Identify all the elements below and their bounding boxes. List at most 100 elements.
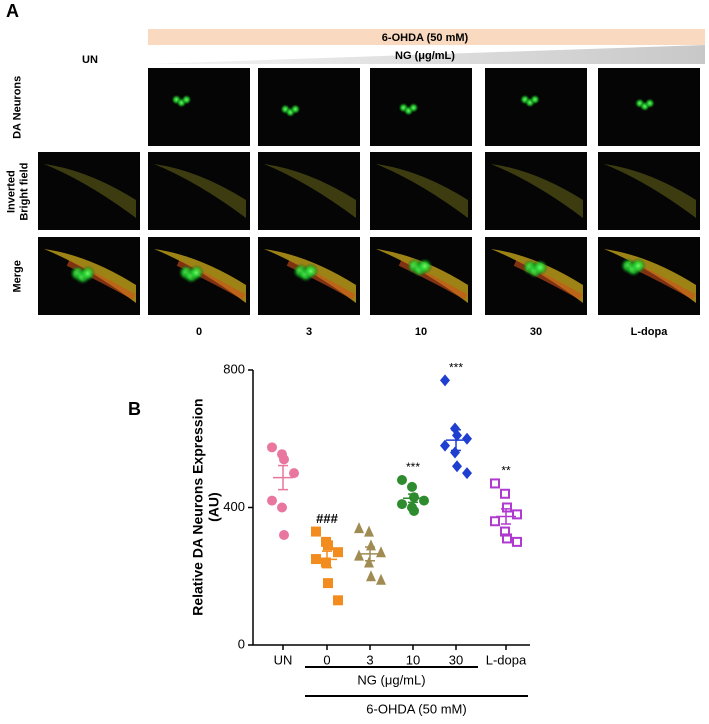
worm-body — [154, 164, 246, 218]
dot — [311, 554, 321, 565]
micrograph — [258, 68, 360, 146]
significance: *** — [449, 360, 463, 374]
dot — [354, 522, 364, 534]
untreated-label: UN — [82, 54, 98, 66]
treatment-bar — [148, 29, 705, 45]
dot — [407, 481, 417, 492]
neuron-glow — [79, 265, 96, 282]
x-tick-label: 3 — [366, 652, 373, 667]
dot — [462, 432, 472, 445]
y-tick-label: 400 — [223, 499, 245, 514]
dot — [279, 530, 289, 540]
dot — [311, 526, 321, 537]
worm — [604, 249, 696, 303]
worm-body — [604, 249, 696, 303]
dot — [267, 442, 277, 453]
dot — [333, 595, 343, 606]
worm — [264, 164, 356, 218]
gradient-wedge — [148, 45, 705, 64]
worm — [171, 94, 192, 108]
worm-body — [376, 164, 468, 218]
column-label: 0 — [196, 326, 202, 338]
worm — [44, 164, 136, 218]
micrograph — [38, 152, 140, 230]
worm-body — [154, 249, 246, 303]
worm — [154, 249, 246, 303]
dot — [364, 525, 374, 537]
worm — [398, 102, 419, 116]
micrograph — [598, 152, 700, 230]
dot — [512, 536, 522, 547]
dot — [323, 540, 333, 551]
dot — [500, 488, 510, 499]
x-tick-label: L-dopa — [486, 652, 527, 667]
dot — [502, 533, 512, 544]
dot — [462, 467, 472, 480]
neuron-glow — [188, 264, 205, 281]
significance: ### — [316, 511, 338, 526]
dot — [323, 578, 333, 589]
dot — [450, 446, 460, 459]
x-tick-label: 30 — [449, 652, 463, 667]
worm-gut — [66, 260, 136, 300]
worm — [44, 249, 136, 303]
neuron-glow — [408, 102, 419, 113]
dot — [279, 454, 289, 465]
micrograph — [370, 152, 472, 230]
dot — [376, 573, 386, 585]
dot — [397, 475, 407, 485]
dot — [366, 570, 376, 582]
significance: *** — [406, 460, 420, 474]
dot — [354, 549, 364, 561]
neuron-glow — [416, 258, 433, 275]
worm — [280, 104, 301, 118]
y-axis-label: Relative DA Neurons Expression (AU) — [188, 398, 221, 616]
dot — [500, 526, 510, 537]
micrograph — [258, 152, 360, 230]
x-tick-label: UN — [274, 652, 293, 667]
dot — [490, 478, 500, 489]
row-label: Inverted Bright field — [5, 162, 30, 221]
dot — [267, 495, 277, 506]
panel-label: B — [128, 399, 141, 419]
worm — [154, 164, 246, 218]
micrograph — [485, 68, 587, 146]
x-tick-label: 0 — [323, 652, 330, 667]
worm — [491, 164, 583, 218]
dot — [289, 468, 299, 479]
neuron-glow — [302, 263, 319, 280]
dot — [512, 509, 522, 520]
y-tick-label: 0 — [238, 636, 245, 651]
dot — [452, 460, 462, 473]
worm-gut — [286, 260, 356, 300]
column-label: 10 — [415, 326, 427, 338]
worm — [376, 164, 468, 218]
worm-body — [604, 164, 696, 218]
dot — [440, 439, 450, 452]
dot — [452, 429, 462, 442]
micrograph — [485, 152, 587, 230]
dot — [440, 374, 450, 387]
worm — [604, 164, 696, 218]
x-tick-label: 10 — [406, 652, 420, 667]
panel-label: A — [6, 1, 19, 21]
column-label: L-dopa — [631, 326, 669, 338]
neuron-glow — [532, 259, 549, 276]
dot — [364, 556, 374, 568]
dot — [333, 547, 343, 558]
worm-body — [264, 249, 356, 303]
worm-gut — [513, 260, 583, 300]
dot — [376, 546, 386, 558]
worm-body — [44, 164, 136, 218]
worm-body — [44, 249, 136, 303]
treatment-label: 6-OHDA (50 mM) — [382, 32, 469, 44]
micrograph — [148, 68, 250, 146]
row-label: Merge — [11, 259, 24, 293]
dot — [409, 505, 419, 516]
y-tick-label: 800 — [223, 361, 245, 376]
worm-body — [491, 164, 583, 218]
worm-gut — [398, 260, 468, 300]
micrograph — [148, 152, 250, 230]
